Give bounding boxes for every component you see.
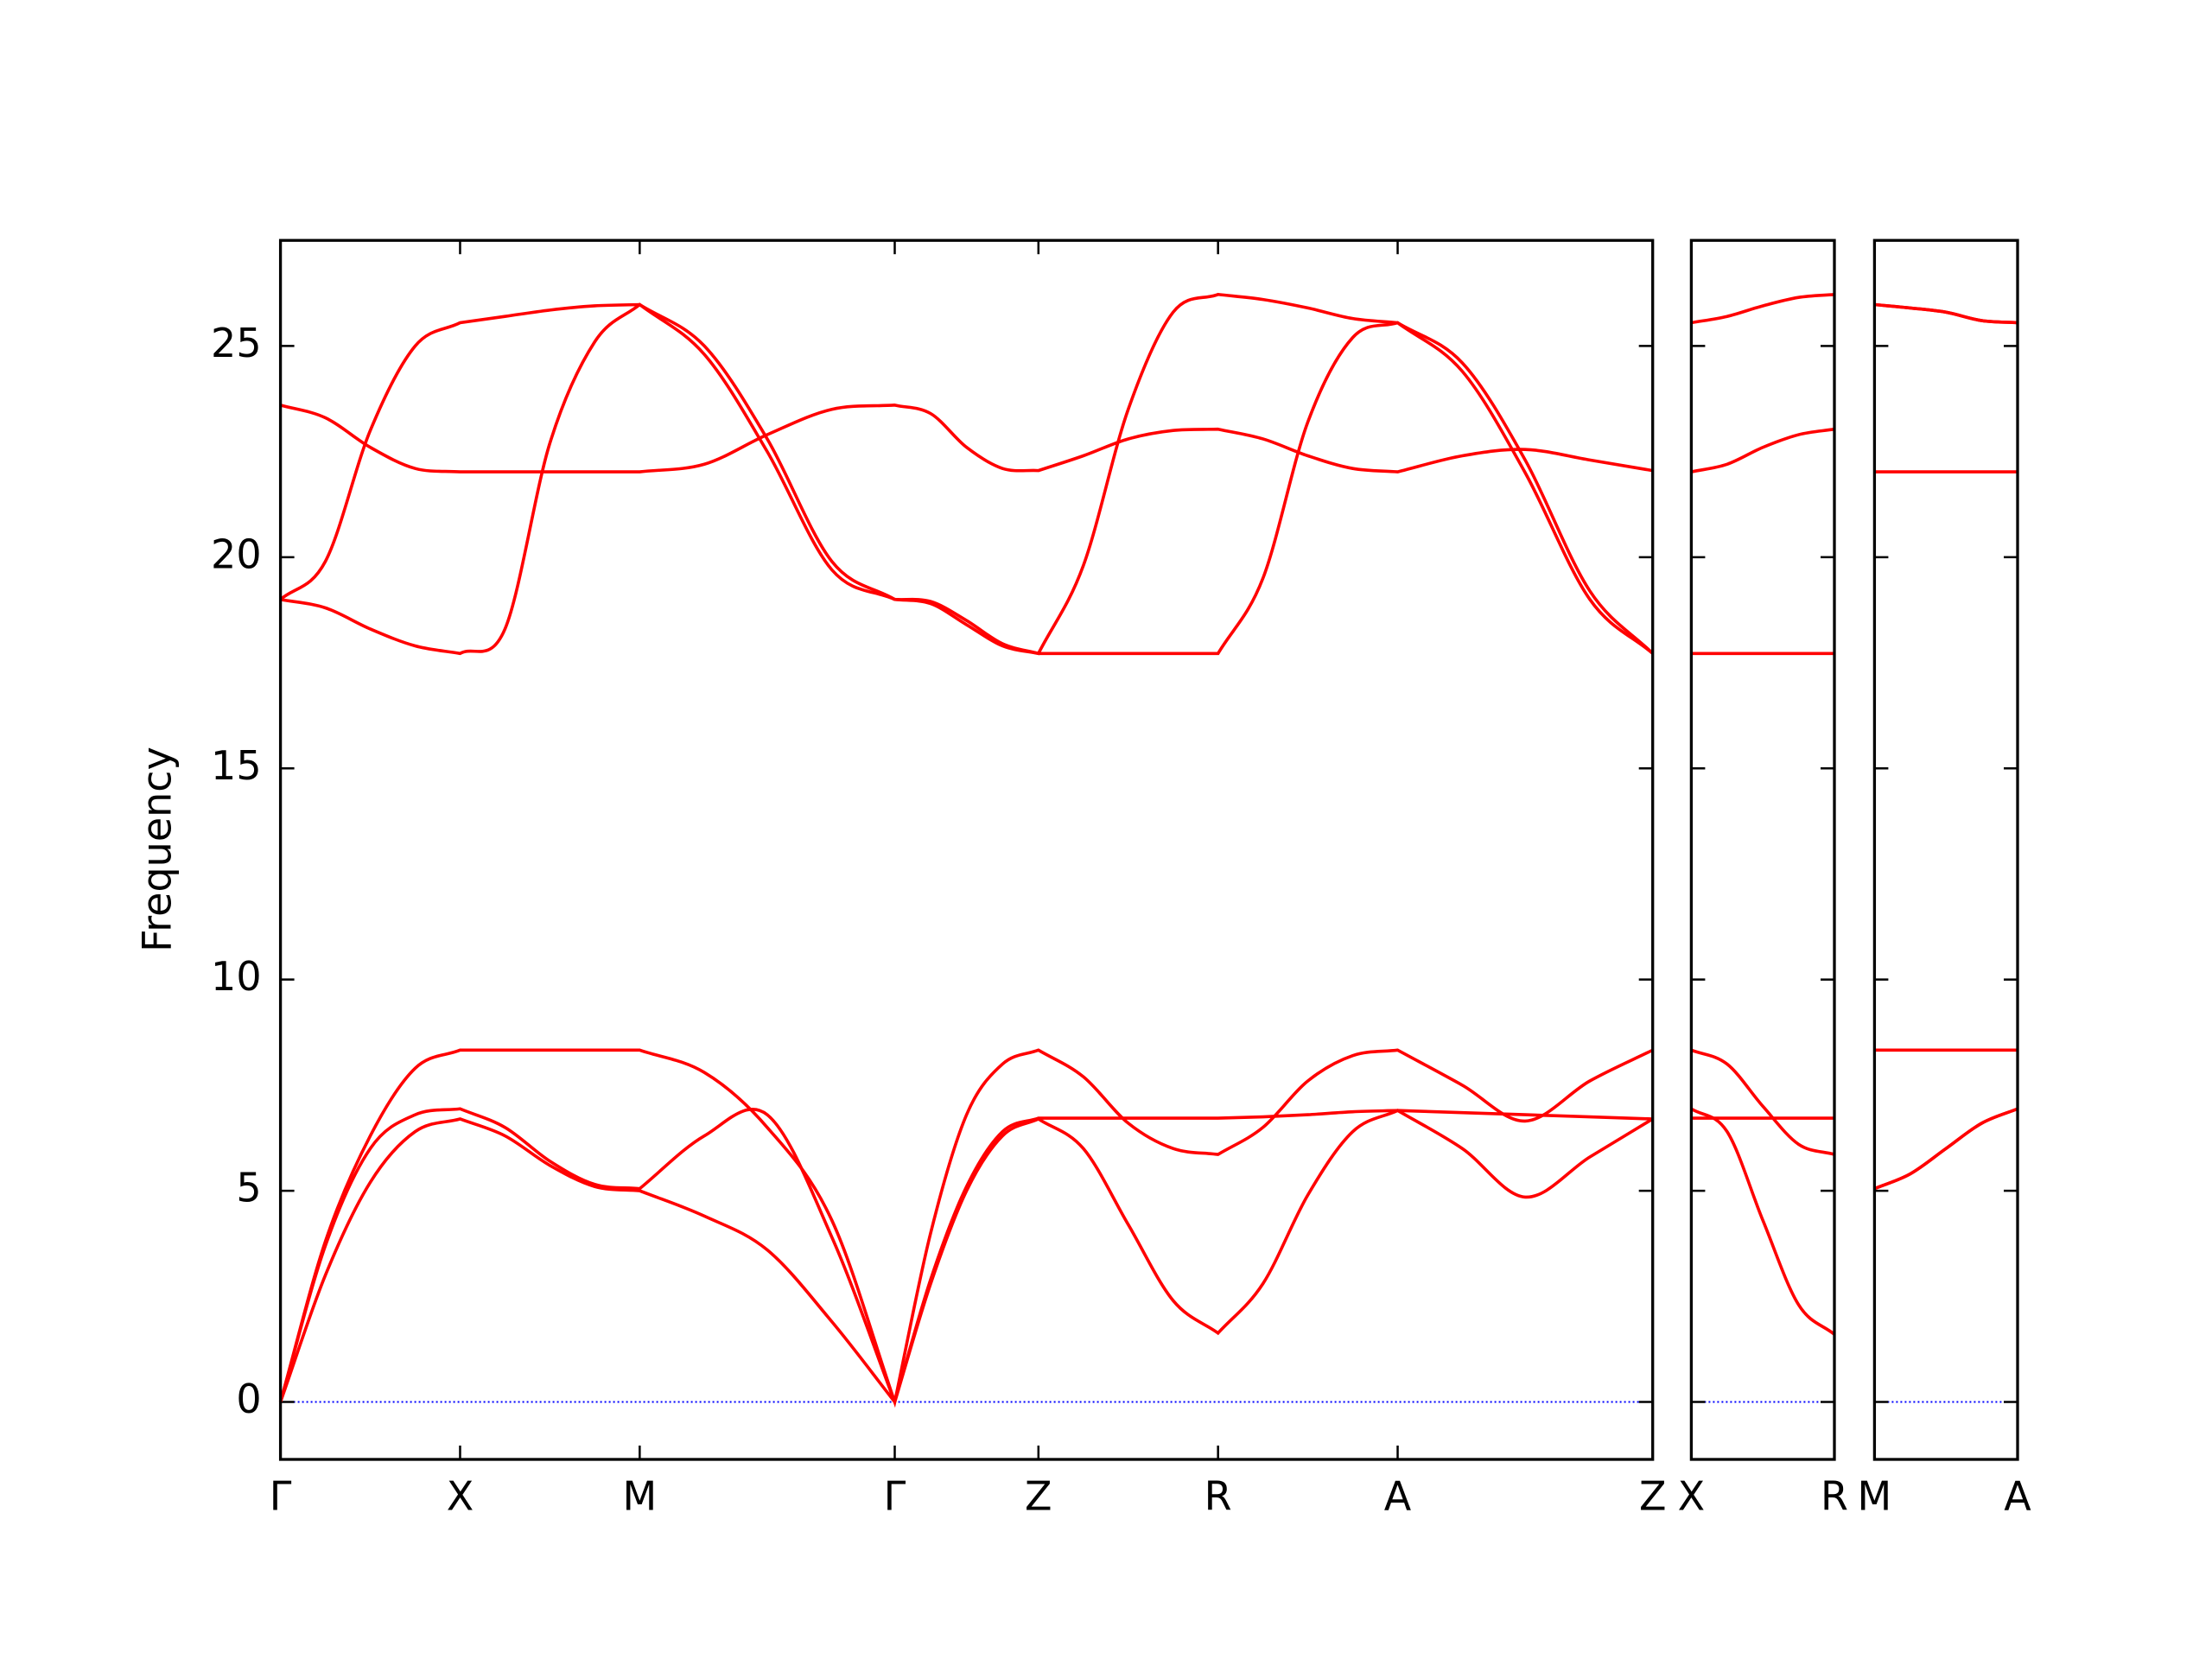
y-tick-label: 0 — [236, 1376, 261, 1422]
x-tick-label: A — [2004, 1473, 2031, 1520]
band-line — [1690, 1048, 1835, 1156]
x-tick-label: R — [1821, 1473, 1848, 1520]
x-tick-label: R — [1205, 1473, 1232, 1520]
x-tick-label: M — [1858, 1473, 1892, 1520]
band-line — [278, 1107, 1653, 1408]
plot-frame — [278, 238, 1655, 1461]
band-line — [278, 1109, 1654, 1406]
band-line — [1690, 1107, 1836, 1336]
band-line — [1691, 292, 1835, 325]
x-tick-label: X — [1678, 1473, 1706, 1520]
band-line — [280, 404, 1653, 474]
x-tick-label: M — [622, 1473, 657, 1520]
x-tick-label: Z — [1025, 1473, 1052, 1520]
x-tick-label: A — [1384, 1473, 1412, 1520]
x-tick-label: Γ — [270, 1473, 292, 1520]
band-line — [278, 1048, 1654, 1408]
y-tick-label: 10 — [211, 953, 262, 1000]
plot-frame — [1689, 238, 1836, 1461]
x-tick-label: Z — [1639, 1473, 1667, 1520]
y-axis-label: Frequency — [134, 747, 181, 952]
x-tick-label: Γ — [884, 1473, 906, 1520]
plot-frame — [1872, 238, 2019, 1461]
band-line — [279, 292, 1654, 656]
band-line — [1691, 427, 1835, 474]
y-tick-label: 20 — [211, 531, 262, 577]
y-tick-label: 15 — [211, 742, 262, 789]
x-tick-label: X — [447, 1473, 474, 1520]
y-tick-label: 25 — [211, 320, 262, 366]
y-tick-label: 5 — [236, 1165, 261, 1211]
band-line — [1874, 302, 2018, 325]
band-line — [1873, 1107, 2018, 1191]
